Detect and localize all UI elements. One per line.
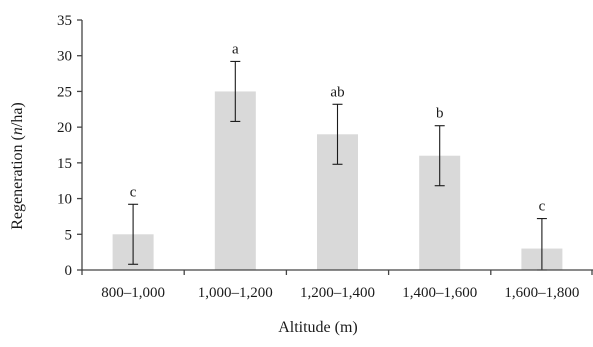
y-axis-title-prefix: Regeneration ( bbox=[9, 135, 26, 230]
x-tick-label-1: 800–1,000 bbox=[101, 285, 165, 301]
y-tick-label-30: 30 bbox=[57, 49, 72, 65]
significance-label-3: ab bbox=[330, 84, 344, 100]
x-tick-label-5: 1,600–1,800 bbox=[504, 285, 579, 301]
x-tick-label-2: 1,000–1,200 bbox=[198, 285, 273, 301]
y-tick-label-0: 0 bbox=[65, 263, 73, 279]
y-tick-label-20: 20 bbox=[57, 120, 72, 136]
y-tick-label-35: 35 bbox=[57, 13, 72, 29]
x-axis-title: Altitude (m) bbox=[278, 319, 358, 336]
significance-label-4: b bbox=[436, 106, 444, 122]
y-tick-label-5: 5 bbox=[65, 227, 73, 243]
significance-label-5: c bbox=[539, 199, 546, 215]
x-tick-label-3: 1,200–1,400 bbox=[300, 285, 375, 301]
y-axis-title-italic: n bbox=[9, 127, 26, 135]
significance-label-2: a bbox=[232, 41, 239, 57]
y-tick-label-15: 15 bbox=[57, 156, 72, 172]
x-tick-label-4: 1,400–1,600 bbox=[402, 285, 477, 301]
y-tick-label-25: 25 bbox=[57, 84, 72, 100]
y-axis-title-suffix: /ha) bbox=[9, 102, 26, 127]
y-axis-title: Regeneration (n/ha) bbox=[9, 102, 26, 230]
significance-label-1: c bbox=[130, 184, 137, 200]
y-tick-label-10: 10 bbox=[57, 192, 72, 208]
